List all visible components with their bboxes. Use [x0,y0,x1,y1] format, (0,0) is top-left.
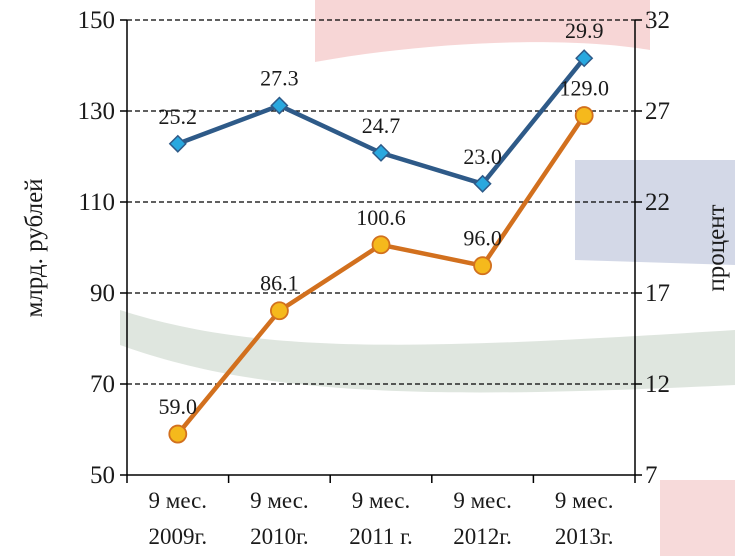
right-tick-label: 27 [645,98,670,125]
left-tick-label: 50 [90,462,115,489]
right-tick-label: 17 [645,280,670,307]
right-tick-label: 22 [645,189,670,216]
category-label: 9 мес. [453,488,512,513]
right-axis-title: процент [703,204,730,291]
left-axis-ticks: 50 70 90 110 130 150 [78,7,127,489]
data-point [574,106,594,125]
right-tick-label: 12 [645,371,670,398]
right-axis-ticks: 7 12 17 22 27 32 [635,7,670,489]
category-label: 2011 г. [349,524,413,549]
data-point [269,301,289,321]
axes [126,20,636,476]
background-decoration [120,0,735,556]
data-label: 86.1 [260,271,299,296]
data-point [575,49,594,68]
left-axis-title: млрд. рублей [21,178,48,317]
category-label: 2012г. [453,524,512,549]
data-label: 96.0 [463,226,502,251]
data-point [473,256,493,276]
data-label: 29.9 [565,18,604,43]
left-tick-label: 130 [78,98,116,125]
data-label: 129.0 [559,76,609,101]
data-point [371,143,391,162]
left-tick-label: 150 [78,7,116,34]
data-label: 59.0 [159,394,198,419]
data-label: 24.7 [362,113,401,138]
category-label: 9 мес. [352,488,411,513]
data-label: 23.0 [463,144,502,169]
category-label: 9 мес. [250,488,309,513]
data-point [270,96,289,115]
category-label: 9 мес. [555,488,614,513]
data-label: 25.2 [159,104,198,129]
category-label: 2010г. [250,524,309,549]
series-1: 25.2 27.3 24.7 23.0 29.9 [159,18,604,193]
data-point [371,235,391,255]
data-point [473,174,492,193]
data-label: 27.3 [260,66,299,91]
category-label: 2009г. [149,524,208,549]
left-tick-label: 70 [90,371,115,398]
data-label: 100.6 [356,205,406,230]
right-tick-label: 7 [645,462,658,489]
category-label: 9 мес. [149,488,208,513]
series-layer: 25.2 27.3 24.7 23.0 29.9 59.0 86.1 100.6 96.0 129… [159,18,609,444]
x-axis-ticks: 9 мес. 2009г. 9 мес. 2010г. 9 мес. 2011 г. 9 м… [126,475,636,549]
data-point [168,424,188,444]
left-tick-label: 90 [90,280,115,307]
gridlines [127,19,635,385]
series-2: 59.0 86.1 100.6 96.0 129.0 [159,76,609,444]
right-tick-label: 32 [645,7,670,34]
left-tick-label: 110 [78,189,115,216]
data-point [168,134,187,153]
category-label: 2013г. [555,524,614,549]
